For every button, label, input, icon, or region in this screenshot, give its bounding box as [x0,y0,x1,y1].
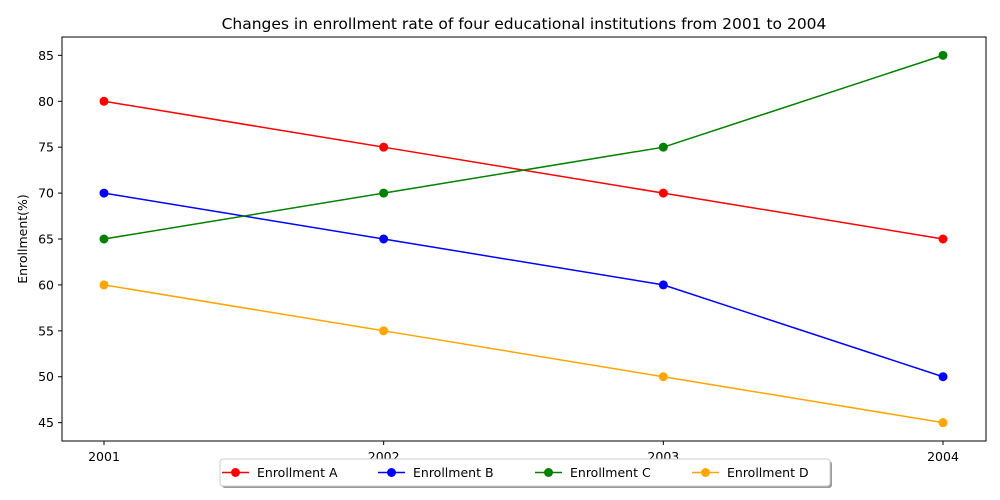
legend-marker [544,468,553,477]
legend-box [219,458,831,487]
y-tick-label: 60 [38,277,54,292]
y-axis-title: Enrollment(%) [15,194,30,284]
y-tick-label: 45 [38,415,54,430]
legend-label: Enrollment D [727,465,809,480]
legend-entry: Enrollment B [378,465,494,480]
chart-title: Changes in enrollment rate of four educa… [222,15,827,33]
x-tick-label: 2001 [88,449,120,464]
x-tick-label: 2004 [927,449,959,464]
data-point [658,372,668,382]
data-point [658,280,668,290]
data-point [938,418,948,428]
data-point [99,280,109,290]
series-b [99,188,948,382]
y-tick-label: 80 [38,94,54,109]
data-point [938,50,948,60]
y-tick-label: 85 [38,48,54,63]
series-layer [99,50,948,428]
legend-marker [231,468,240,477]
data-point [99,96,109,106]
series-c [99,50,948,244]
series-d [99,280,948,428]
legend-label: Enrollment C [570,465,651,480]
y-tick-label: 50 [38,369,54,384]
y-tick-label: 65 [38,232,54,247]
data-point [938,372,948,382]
data-point [658,142,668,152]
series-line [103,54,944,240]
y-tick-label: 75 [38,140,54,155]
legend-label: Enrollment B [413,465,494,480]
legend-entry: Enrollment D [692,465,809,480]
series-line [103,192,944,378]
y-axis: 45 50 55 60 65 70 75 80 85 [38,48,62,430]
legend-marker [387,468,396,477]
plot-area [61,36,987,442]
data-point [658,188,668,198]
data-point [379,188,389,198]
data-point [99,188,109,198]
data-point [938,234,948,244]
legend-entry: Enrollment C [535,465,651,480]
data-point [379,326,389,336]
legend: Enrollment A Enrollment B Enrollment C Enro… [219,458,832,488]
data-point [379,142,389,152]
y-tick-label: 55 [38,323,54,338]
series-line [103,284,944,424]
data-point [379,234,389,244]
legend-entry: Enrollment A [222,465,338,480]
legend-label: Enrollment A [257,465,338,480]
legend-marker [701,468,710,477]
y-tick-label: 70 [38,186,54,201]
data-point [99,234,109,244]
